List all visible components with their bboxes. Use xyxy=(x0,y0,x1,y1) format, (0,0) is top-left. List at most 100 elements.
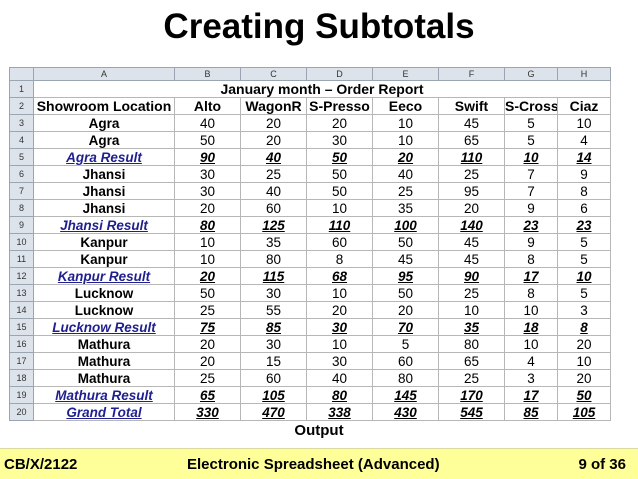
value-cell[interactable]: 30 xyxy=(174,182,241,200)
value-cell[interactable]: 40 xyxy=(240,148,307,166)
value-cell[interactable]: 17 xyxy=(504,267,558,285)
value-cell[interactable]: 8 xyxy=(306,250,373,268)
value-cell[interactable]: 7 xyxy=(504,165,558,183)
location-cell[interactable]: Mathura Result xyxy=(33,386,175,404)
value-cell[interactable]: 25 xyxy=(438,369,505,387)
location-cell[interactable]: Lucknow xyxy=(33,284,175,302)
select-all-corner[interactable] xyxy=(9,67,34,81)
location-cell[interactable]: Lucknow xyxy=(33,301,175,319)
value-cell[interactable]: 25 xyxy=(438,284,505,302)
value-cell[interactable]: 30 xyxy=(240,335,307,353)
value-cell[interactable]: 8 xyxy=(557,318,611,336)
value-cell[interactable]: 8 xyxy=(557,182,611,200)
header-cell-alto[interactable]: Alto xyxy=(174,97,241,115)
value-cell[interactable]: 50 xyxy=(306,148,373,166)
value-cell[interactable]: 20 xyxy=(306,114,373,132)
value-cell[interactable]: 40 xyxy=(372,165,439,183)
value-cell[interactable]: 9 xyxy=(504,233,558,251)
value-cell[interactable]: 20 xyxy=(438,199,505,217)
row-header[interactable]: 19 xyxy=(9,386,34,404)
header-cell-location[interactable]: Showroom Location xyxy=(33,97,175,115)
location-cell[interactable]: Jhansi xyxy=(33,182,175,200)
location-cell[interactable]: Mathura xyxy=(33,335,175,353)
value-cell[interactable]: 95 xyxy=(438,182,505,200)
location-cell[interactable]: Mathura xyxy=(33,369,175,387)
value-cell[interactable]: 60 xyxy=(240,199,307,217)
row-header[interactable]: 12 xyxy=(9,267,34,285)
value-cell[interactable]: 4 xyxy=(504,352,558,370)
value-cell[interactable]: 50 xyxy=(306,165,373,183)
value-cell[interactable]: 80 xyxy=(240,250,307,268)
header-cell-s-cross[interactable]: S-Cross xyxy=(504,97,558,115)
value-cell[interactable]: 10 xyxy=(438,301,505,319)
value-cell[interactable]: 40 xyxy=(240,182,307,200)
row-header[interactable]: 7 xyxy=(9,182,34,200)
value-cell[interactable]: 35 xyxy=(438,318,505,336)
value-cell[interactable]: 3 xyxy=(557,301,611,319)
row-header[interactable]: 3 xyxy=(9,114,34,132)
column-header-a[interactable]: A xyxy=(33,67,175,81)
row-header[interactable]: 20 xyxy=(9,403,34,421)
row-header[interactable]: 15 xyxy=(9,318,34,336)
value-cell[interactable]: 3 xyxy=(504,369,558,387)
value-cell[interactable]: 40 xyxy=(174,114,241,132)
row-header[interactable]: 17 xyxy=(9,352,34,370)
row-header[interactable]: 4 xyxy=(9,131,34,149)
value-cell[interactable]: 45 xyxy=(438,114,505,132)
location-cell[interactable]: Agra xyxy=(33,114,175,132)
value-cell[interactable]: 5 xyxy=(372,335,439,353)
value-cell[interactable]: 145 xyxy=(372,386,439,404)
column-header-g[interactable]: G xyxy=(504,67,558,81)
value-cell[interactable]: 85 xyxy=(504,403,558,421)
row-header[interactable]: 1 xyxy=(9,80,34,98)
value-cell[interactable]: 30 xyxy=(306,318,373,336)
value-cell[interactable]: 10 xyxy=(372,114,439,132)
value-cell[interactable]: 9 xyxy=(504,199,558,217)
value-cell[interactable]: 20 xyxy=(240,114,307,132)
column-header-e[interactable]: E xyxy=(372,67,439,81)
value-cell[interactable]: 50 xyxy=(372,233,439,251)
value-cell[interactable]: 20 xyxy=(557,335,611,353)
value-cell[interactable]: 20 xyxy=(240,131,307,149)
value-cell[interactable]: 80 xyxy=(438,335,505,353)
value-cell[interactable]: 5 xyxy=(504,131,558,149)
column-header-b[interactable]: B xyxy=(174,67,241,81)
value-cell[interactable]: 90 xyxy=(174,148,241,166)
value-cell[interactable]: 80 xyxy=(372,369,439,387)
value-cell[interactable]: 25 xyxy=(240,165,307,183)
value-cell[interactable]: 25 xyxy=(174,369,241,387)
value-cell[interactable]: 20 xyxy=(174,199,241,217)
value-cell[interactable]: 10 xyxy=(174,233,241,251)
value-cell[interactable]: 20 xyxy=(174,267,241,285)
value-cell[interactable]: 5 xyxy=(504,114,558,132)
value-cell[interactable]: 10 xyxy=(557,114,611,132)
value-cell[interactable]: 8 xyxy=(504,284,558,302)
value-cell[interactable]: 125 xyxy=(240,216,307,234)
value-cell[interactable]: 35 xyxy=(372,199,439,217)
value-cell[interactable]: 18 xyxy=(504,318,558,336)
value-cell[interactable]: 85 xyxy=(240,318,307,336)
value-cell[interactable]: 100 xyxy=(372,216,439,234)
value-cell[interactable]: 10 xyxy=(504,148,558,166)
value-cell[interactable]: 170 xyxy=(438,386,505,404)
value-cell[interactable]: 8 xyxy=(504,250,558,268)
value-cell[interactable]: 70 xyxy=(372,318,439,336)
value-cell[interactable]: 80 xyxy=(306,386,373,404)
location-cell[interactable]: Lucknow Result xyxy=(33,318,175,336)
row-header[interactable]: 16 xyxy=(9,335,34,353)
value-cell[interactable]: 10 xyxy=(306,335,373,353)
value-cell[interactable]: 55 xyxy=(240,301,307,319)
value-cell[interactable]: 6 xyxy=(557,199,611,217)
location-cell[interactable]: Agra xyxy=(33,131,175,149)
row-header[interactable]: 5 xyxy=(9,148,34,166)
value-cell[interactable]: 140 xyxy=(438,216,505,234)
value-cell[interactable]: 50 xyxy=(372,284,439,302)
value-cell[interactable]: 430 xyxy=(372,403,439,421)
value-cell[interactable]: 10 xyxy=(174,250,241,268)
value-cell[interactable]: 65 xyxy=(174,386,241,404)
report-title-cell[interactable]: January month – Order Report xyxy=(33,80,611,98)
value-cell[interactable]: 60 xyxy=(306,233,373,251)
location-cell[interactable]: Kanpur Result xyxy=(33,267,175,285)
column-header-h[interactable]: H xyxy=(557,67,611,81)
value-cell[interactable]: 23 xyxy=(504,216,558,234)
